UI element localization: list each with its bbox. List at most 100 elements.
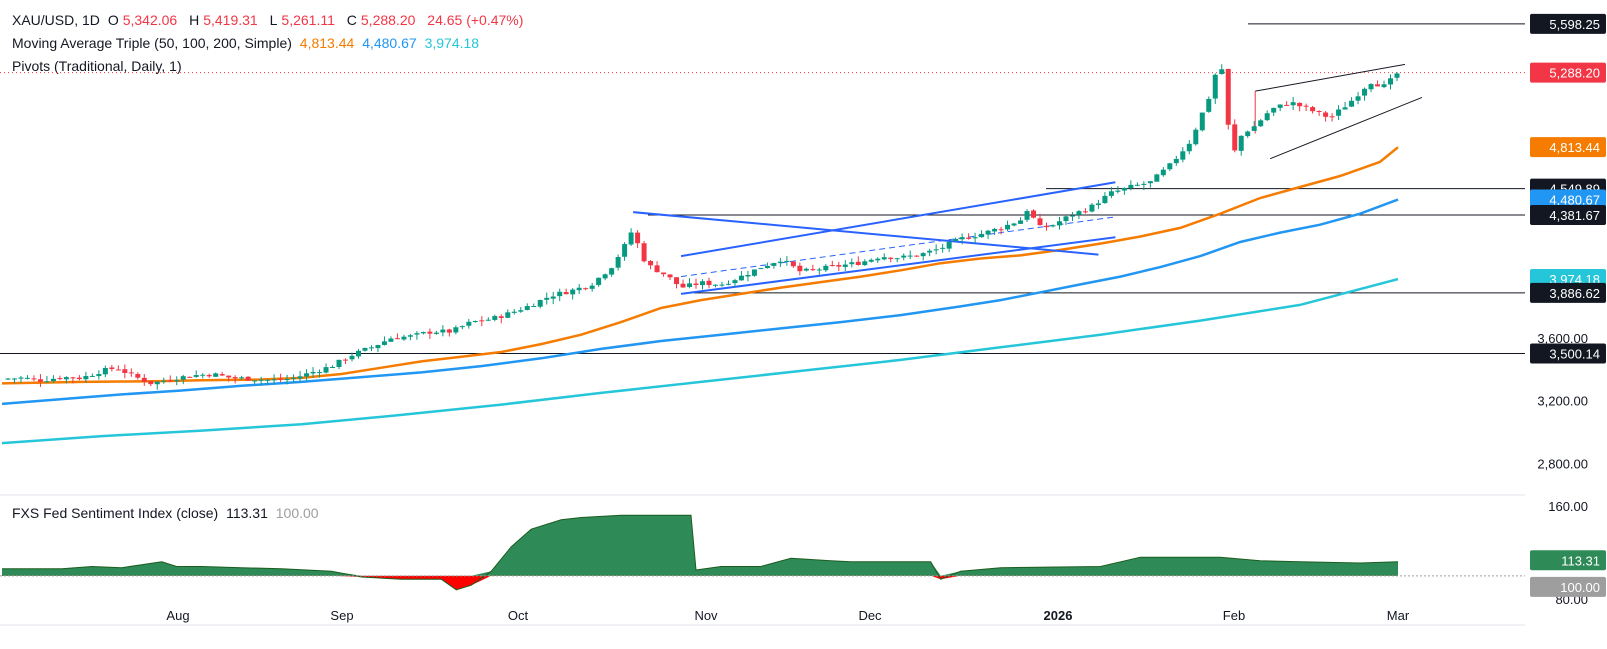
candle-body [24,377,30,379]
candle-body [265,379,271,381]
candle-body [557,291,563,297]
candle-body [245,376,251,381]
candle-body [128,372,134,374]
candle-body [901,255,907,258]
indicator-legend[interactable]: FXS Fed Sentiment Index (close) 113.31 1… [12,504,323,522]
candle-body [992,228,998,232]
candle-body [972,237,978,239]
candle-body [1095,203,1101,205]
candle-body [1037,218,1043,226]
candle-body [1264,113,1270,121]
sentiment-area-negative [2,575,1398,590]
candle-body [252,380,258,382]
candle-body [1199,112,1205,131]
candle-body [1160,169,1166,176]
candle-body [576,287,582,291]
candle-body [1284,104,1290,106]
candle-body [18,377,24,379]
sentiment-base-text: 100.00 [1560,580,1600,595]
candle-body [1342,107,1348,110]
candle-body [940,247,946,249]
candle-body [1394,73,1400,78]
price-label-text: 4,480.67 [1549,192,1600,207]
price-label-text: 4,381.67 [1549,208,1600,223]
candle-body [654,265,660,273]
candle-body [816,269,822,271]
candle-body [888,257,894,259]
candle-body [5,378,11,380]
candle-body [115,369,121,371]
candle-body [563,292,569,295]
candle-body [1063,216,1069,221]
candle-body [401,336,407,340]
candle-body [459,326,465,328]
x-tick-label: Oct [508,608,529,623]
candle-body [914,255,920,257]
candle-body [310,371,316,374]
candle-body [1323,112,1329,117]
candle-body [790,261,796,267]
candle-body [1141,183,1147,185]
ma200-line [1,277,1399,445]
indicator-value: 113.31 [226,505,268,521]
candle-body [1271,107,1277,113]
candle-body [855,261,861,265]
candle-body [479,320,485,322]
pivots-title: Pivots (Traditional, Daily, 1) [12,58,182,74]
candle-body [407,335,413,337]
candle-body [1018,220,1024,224]
candle-body [161,380,167,382]
candle-body [550,296,556,299]
price-label-text: 5,598.25 [1549,17,1600,32]
price-label-bg [1530,62,1606,83]
pivot-2-price-label: 4,381.67 [1530,205,1606,226]
price-label-bg [1530,343,1606,364]
candle-body [1069,215,1075,217]
candle-body [323,367,329,373]
candle-body [920,253,926,257]
price-label-bg [1530,282,1606,303]
candle-body [836,265,842,267]
ma-legend[interactable]: Moving Average Triple (50, 100, 200, Sim… [12,34,483,52]
candle-body [148,381,154,385]
candle-body [784,260,790,263]
price-label-text: 3,886.62 [1549,286,1600,301]
candle-body [271,379,277,381]
candle-body [343,359,349,361]
candle-body [44,381,50,383]
low-value: 5,261.11 [281,12,335,28]
candle-body [1310,107,1316,112]
candle-body [278,378,284,380]
candle-body [1303,105,1309,107]
candle-body [1388,78,1394,85]
candle-body [959,237,965,240]
candle-body [1180,151,1186,160]
candle-body [154,381,160,385]
candle-body [537,300,543,307]
x-tick-label: Dec [858,608,882,623]
candle-body [1251,126,1257,131]
candle-body [687,283,693,287]
candle-body [232,377,238,379]
candle-body [291,377,297,379]
header-ohlc: XAU/USD, 1D O 5,342.06 H 5,419.31 L 5,261.1… [12,12,524,28]
candle-body [615,257,621,268]
candle-body [1167,163,1173,170]
candle-body [505,312,511,318]
candle-body [1115,190,1121,192]
candle-body [1290,102,1296,106]
candle-body [1024,211,1030,220]
candle-body [648,260,654,266]
pivots-legend[interactable]: Pivots (Traditional, Daily, 1) [12,57,186,75]
candle-body [226,375,232,378]
candle-body [96,374,102,377]
candle-body [37,379,43,382]
candle-body [1005,224,1011,230]
candle-body [544,297,550,300]
candle-body [829,265,835,267]
candle-body [894,258,900,260]
candle-body [57,378,63,380]
candle-body [498,316,504,318]
candle-body [219,374,225,376]
